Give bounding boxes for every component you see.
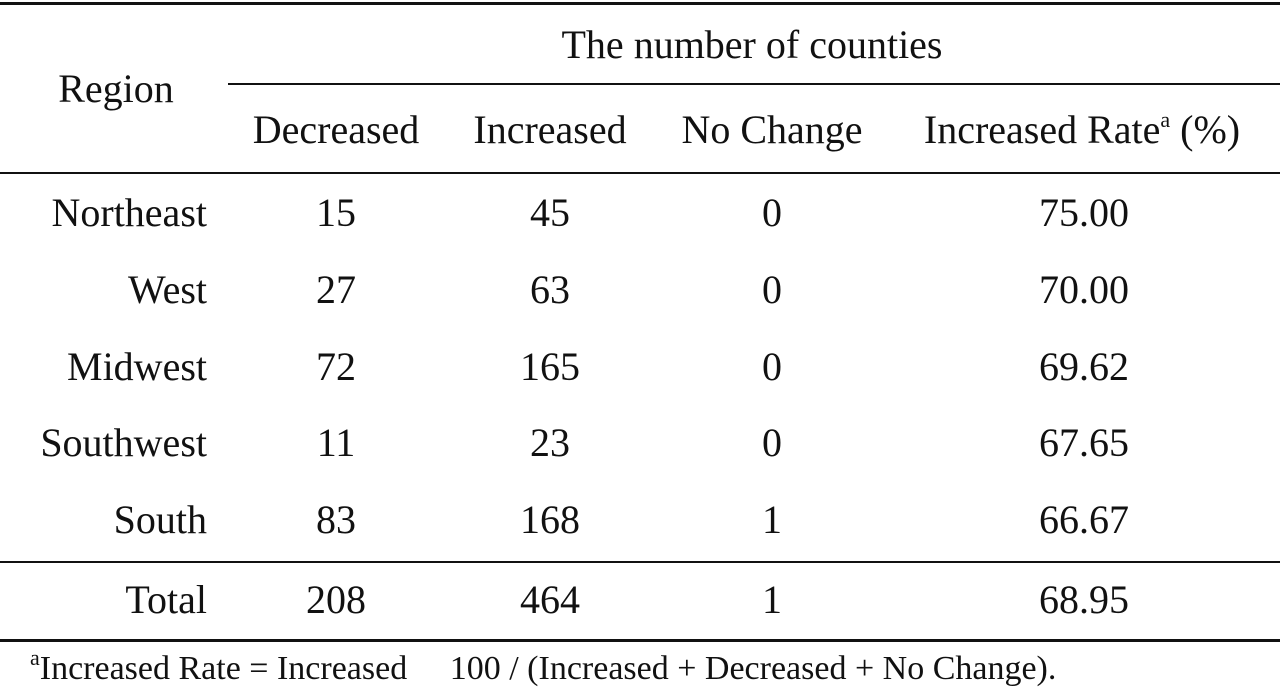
- row-region: Northeast: [51, 190, 207, 235]
- total-region: Total: [125, 577, 207, 622]
- col-header-increased: Increased: [473, 107, 627, 152]
- total-rate: 68.95: [1039, 577, 1129, 622]
- region-header: Region: [58, 66, 174, 111]
- row-increased: 168: [520, 497, 580, 542]
- header-rule: [0, 172, 1280, 174]
- row-decreased: 27: [316, 267, 356, 312]
- row-increased: 23: [530, 420, 570, 465]
- top-rule: [0, 2, 1280, 5]
- row-rate: 67.65: [1039, 420, 1129, 465]
- row-no-change: 0: [762, 267, 782, 312]
- rate-footnote-marker: a: [1160, 107, 1171, 132]
- group-header: The number of counties: [561, 22, 943, 67]
- row-increased: 63: [530, 267, 570, 312]
- row-decreased: 83: [316, 497, 356, 542]
- total-decreased: 208: [306, 577, 366, 622]
- col-header-no-change: No Change: [681, 107, 863, 152]
- rate-unit: (%): [1180, 107, 1241, 152]
- row-increased: 45: [530, 190, 570, 235]
- row-rate: 75.00: [1039, 190, 1129, 235]
- footnote-text: Increased Rate = Increased 100 / (Increa…: [39, 650, 1057, 687]
- row-rate: 69.62: [1039, 344, 1129, 389]
- row-region: Southwest: [40, 420, 207, 465]
- col-header-decreased: Decreased: [252, 107, 420, 152]
- total-no-change: 1: [762, 577, 782, 622]
- total-increased: 464: [520, 577, 580, 622]
- row-region: South: [113, 497, 207, 542]
- row-no-change: 1: [762, 497, 782, 542]
- row-region: Midwest: [67, 344, 207, 389]
- row-rate: 70.00: [1039, 267, 1129, 312]
- footnote-marker: a: [30, 645, 40, 670]
- row-no-change: 0: [762, 190, 782, 235]
- row-no-change: 0: [762, 344, 782, 389]
- row-increased: 165: [520, 344, 580, 389]
- rate-label: Increased Rate: [923, 107, 1161, 152]
- total-rule: [0, 561, 1280, 563]
- row-decreased: 11: [316, 420, 356, 465]
- row-rate: 66.67: [1039, 497, 1129, 542]
- bottom-rule: [0, 639, 1280, 642]
- row-decreased: 15: [316, 190, 356, 235]
- row-decreased: 72: [316, 344, 356, 389]
- footnote: aIncreased Rate = Increased 100 / (Incre…: [30, 645, 1057, 690]
- row-no-change: 0: [762, 420, 782, 465]
- col-header-rate: Increased Ratea (%): [924, 107, 1240, 153]
- row-region: West: [128, 267, 207, 312]
- group-header-rule: [228, 83, 1280, 85]
